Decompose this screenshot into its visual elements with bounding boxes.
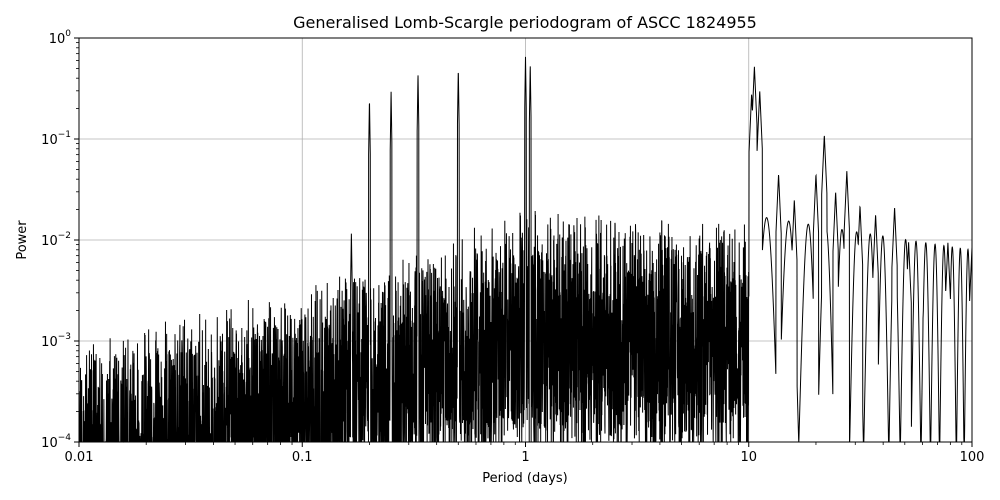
- x-tick-label: 0.1: [292, 450, 313, 465]
- x-tick-label: 1: [521, 450, 529, 465]
- x-tick-label: 0.01: [65, 450, 94, 465]
- y-tick-label: 10−1: [41, 130, 71, 148]
- x-tick-label: 10: [740, 450, 757, 465]
- y-tick-label: 10−2: [41, 231, 71, 249]
- y-tick-label: 10−4: [41, 433, 71, 451]
- chart-title: Generalised Lomb-Scargle periodogram of …: [293, 13, 757, 32]
- y-tick-label: 100: [49, 29, 72, 47]
- y-axis-label: Power: [15, 220, 30, 260]
- y-tick-label: 10−3: [41, 332, 71, 350]
- x-axis-label: Period (days): [482, 471, 568, 486]
- x-tick-label: 100: [960, 450, 985, 465]
- x-axis-ticks: 0.01 0.1 1 10 100: [65, 442, 985, 465]
- y-axis-ticks: 10−4 10−3 10−2 10−1 100: [41, 29, 79, 451]
